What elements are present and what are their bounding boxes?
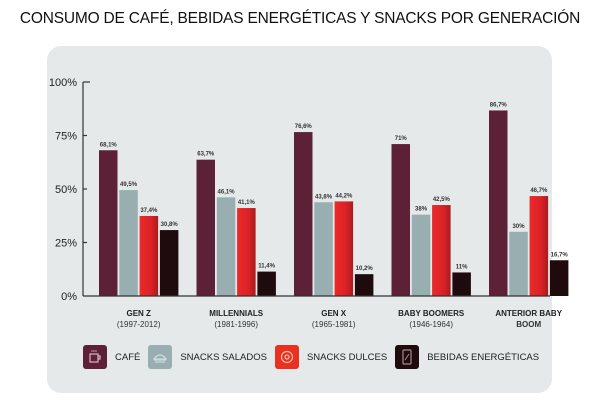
data-label: 43,8% [315,194,333,200]
bar-1-3 [411,214,431,296]
x-tick-label: GEN X [321,309,347,318]
data-label: 68,1% [100,142,118,148]
y-tick-label: 50% [55,184,77,196]
donut-icon [274,345,299,369]
y-tick-label: 100% [49,77,77,89]
legend-label: BEBIDAS ENERGÉTICAS [427,351,540,363]
bar-2-0 [139,215,159,296]
data-label: 76,6% [295,124,313,130]
data-label: 44,2% [335,193,353,199]
data-label: 30% [513,224,526,230]
bar-2-1 [237,208,256,296]
bar-2-4 [529,196,549,296]
x-tick-sublabel: (1981-1996) [214,320,258,329]
legend-item-cafe: CAFÉ [83,345,140,369]
data-label: 11% [456,264,468,270]
x-tick-label: GEN Z [126,309,151,318]
x-tick-label: MILLENNIALS [209,309,263,318]
bar-1-0 [119,190,138,296]
y-tick-label: 0% [61,291,77,303]
bar-0-4 [489,110,508,296]
data-label: 86,7% [490,102,508,108]
bar-0-1 [196,159,215,296]
data-label: 38% [415,207,428,213]
y-tick-label: 75% [55,131,77,143]
x-tick-label: BABY BOOMERS [398,309,465,318]
bar-0-2 [294,132,313,296]
data-label: 46,7% [530,188,548,194]
coffee-cup-icon [83,345,107,369]
x-tick-label: ANTERIOR BABY [495,309,562,318]
y-tick-label: 25% [55,238,77,250]
energy-can-icon [395,345,420,369]
chart-title: CONSUMO DE CAFÉ, BEBIDAS ENERGÉTICAS Y S… [19,10,581,27]
bar-1-1 [216,197,236,296]
legend-label: SNACKS SALADOS [180,351,267,363]
data-label: 37,4% [140,208,158,214]
legend-label: CAFÉ [115,351,141,363]
data-label: 71% [395,136,408,142]
x-tick-sublabel: (1997-2012) [117,320,161,329]
sandwich-icon [148,345,173,369]
bar-3-3 [452,272,471,296]
bar-2-3 [432,205,451,296]
bar-3-1 [257,271,276,296]
bar-3-0 [159,230,179,296]
x-tick-sublabel: BOOM [516,320,541,329]
legend-item-snacks-dulces: SNACKS DULCES [274,345,388,369]
bar-0-0 [99,150,118,296]
data-label: 30,8% [161,222,179,228]
data-label: 49,5% [120,182,138,188]
legend-item-snacks-salados: SNACKS SALADOS [148,345,267,369]
data-label: 63,7% [197,152,215,158]
legend-item-bebidas-energeticas: BEBIDAS ENERGÉTICAS [395,345,539,369]
bar-1-2 [314,202,333,296]
bar-1-4 [509,231,528,296]
bar-0-3 [391,144,410,296]
data-label: 16,7% [551,252,569,258]
legend-label: SNACKS DULCES [306,351,388,363]
data-label: 10,2% [356,266,374,272]
legend: CAFÉ SNACKS SALADOS SNACKS DULCES BEBIDA… [83,344,547,370]
bar-3-4 [549,260,569,296]
x-tick-sublabel: (1965-1981) [312,320,356,329]
bar-2-2 [334,201,354,296]
x-tick-sublabel: (1946-1964) [409,320,453,329]
data-label: 11,4% [258,264,275,270]
data-label: 42,5% [433,197,451,203]
data-label: 41,1% [238,200,256,206]
bar-3-2 [354,274,374,296]
data-label: 46,1% [218,189,236,195]
